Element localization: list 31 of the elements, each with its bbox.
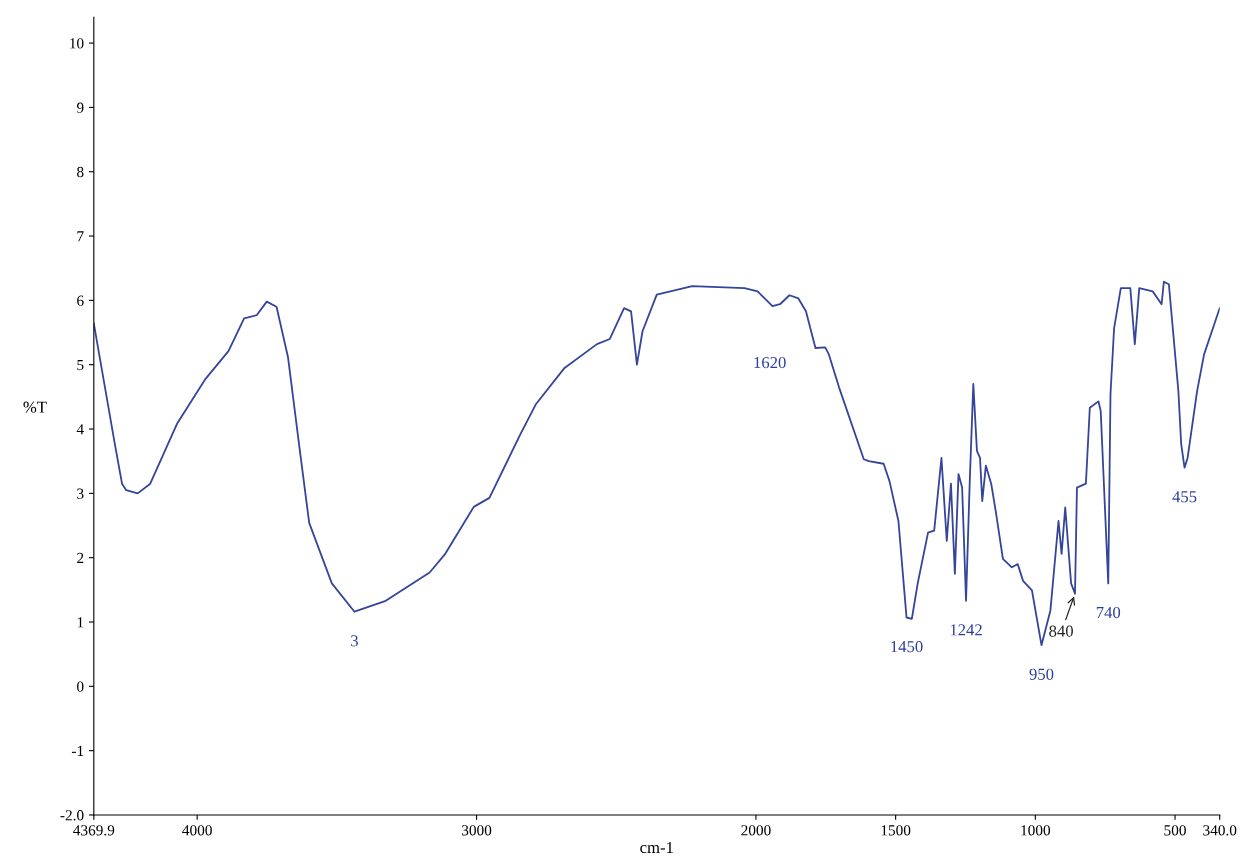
x-axis-title: cm-1 <box>640 841 673 854</box>
y-tick-label: 10 <box>70 38 84 49</box>
y-tick-label: 8 <box>77 166 84 178</box>
annotation: 840 <box>1049 625 1073 637</box>
x-tick-label: 500 <box>1164 825 1186 836</box>
annotation: 1450 <box>891 640 923 653</box>
y-tick-label: 5 <box>77 360 84 371</box>
y-tick-label: 1 <box>77 617 84 628</box>
x-tick-label: 1000 <box>1021 825 1051 836</box>
x-tick-label: 2000 <box>741 825 771 836</box>
annotation: 455 <box>1172 491 1197 503</box>
y-axis-title: %T <box>23 401 47 413</box>
y-tick-label: 2 <box>77 552 84 563</box>
y-tick-label: 3 <box>77 488 84 499</box>
y-tick-label: 6 <box>77 295 84 306</box>
annotation: 740 <box>1096 606 1121 619</box>
y-tick-label: 7 <box>77 231 84 242</box>
x-tick-label: 4369.9 <box>73 825 115 836</box>
x-tick-label: 3000 <box>462 825 492 836</box>
y-tick-label: 0 <box>77 681 84 692</box>
x-tick-label: 340.0 <box>1203 825 1237 836</box>
x-tick-label: 4000 <box>182 825 212 836</box>
y-tick-label: -2.0 <box>60 810 84 821</box>
annotation: 3 <box>351 635 358 647</box>
annotation: 950 <box>1029 668 1054 680</box>
y-tick-label: 4 <box>76 424 84 435</box>
annotation: 1242 <box>950 624 982 636</box>
y-tick-label: 9 <box>76 102 84 113</box>
x-tick-label: 1500 <box>881 825 911 836</box>
y-tick-label: -1 <box>71 745 84 756</box>
annotation: 1620 <box>754 356 786 369</box>
